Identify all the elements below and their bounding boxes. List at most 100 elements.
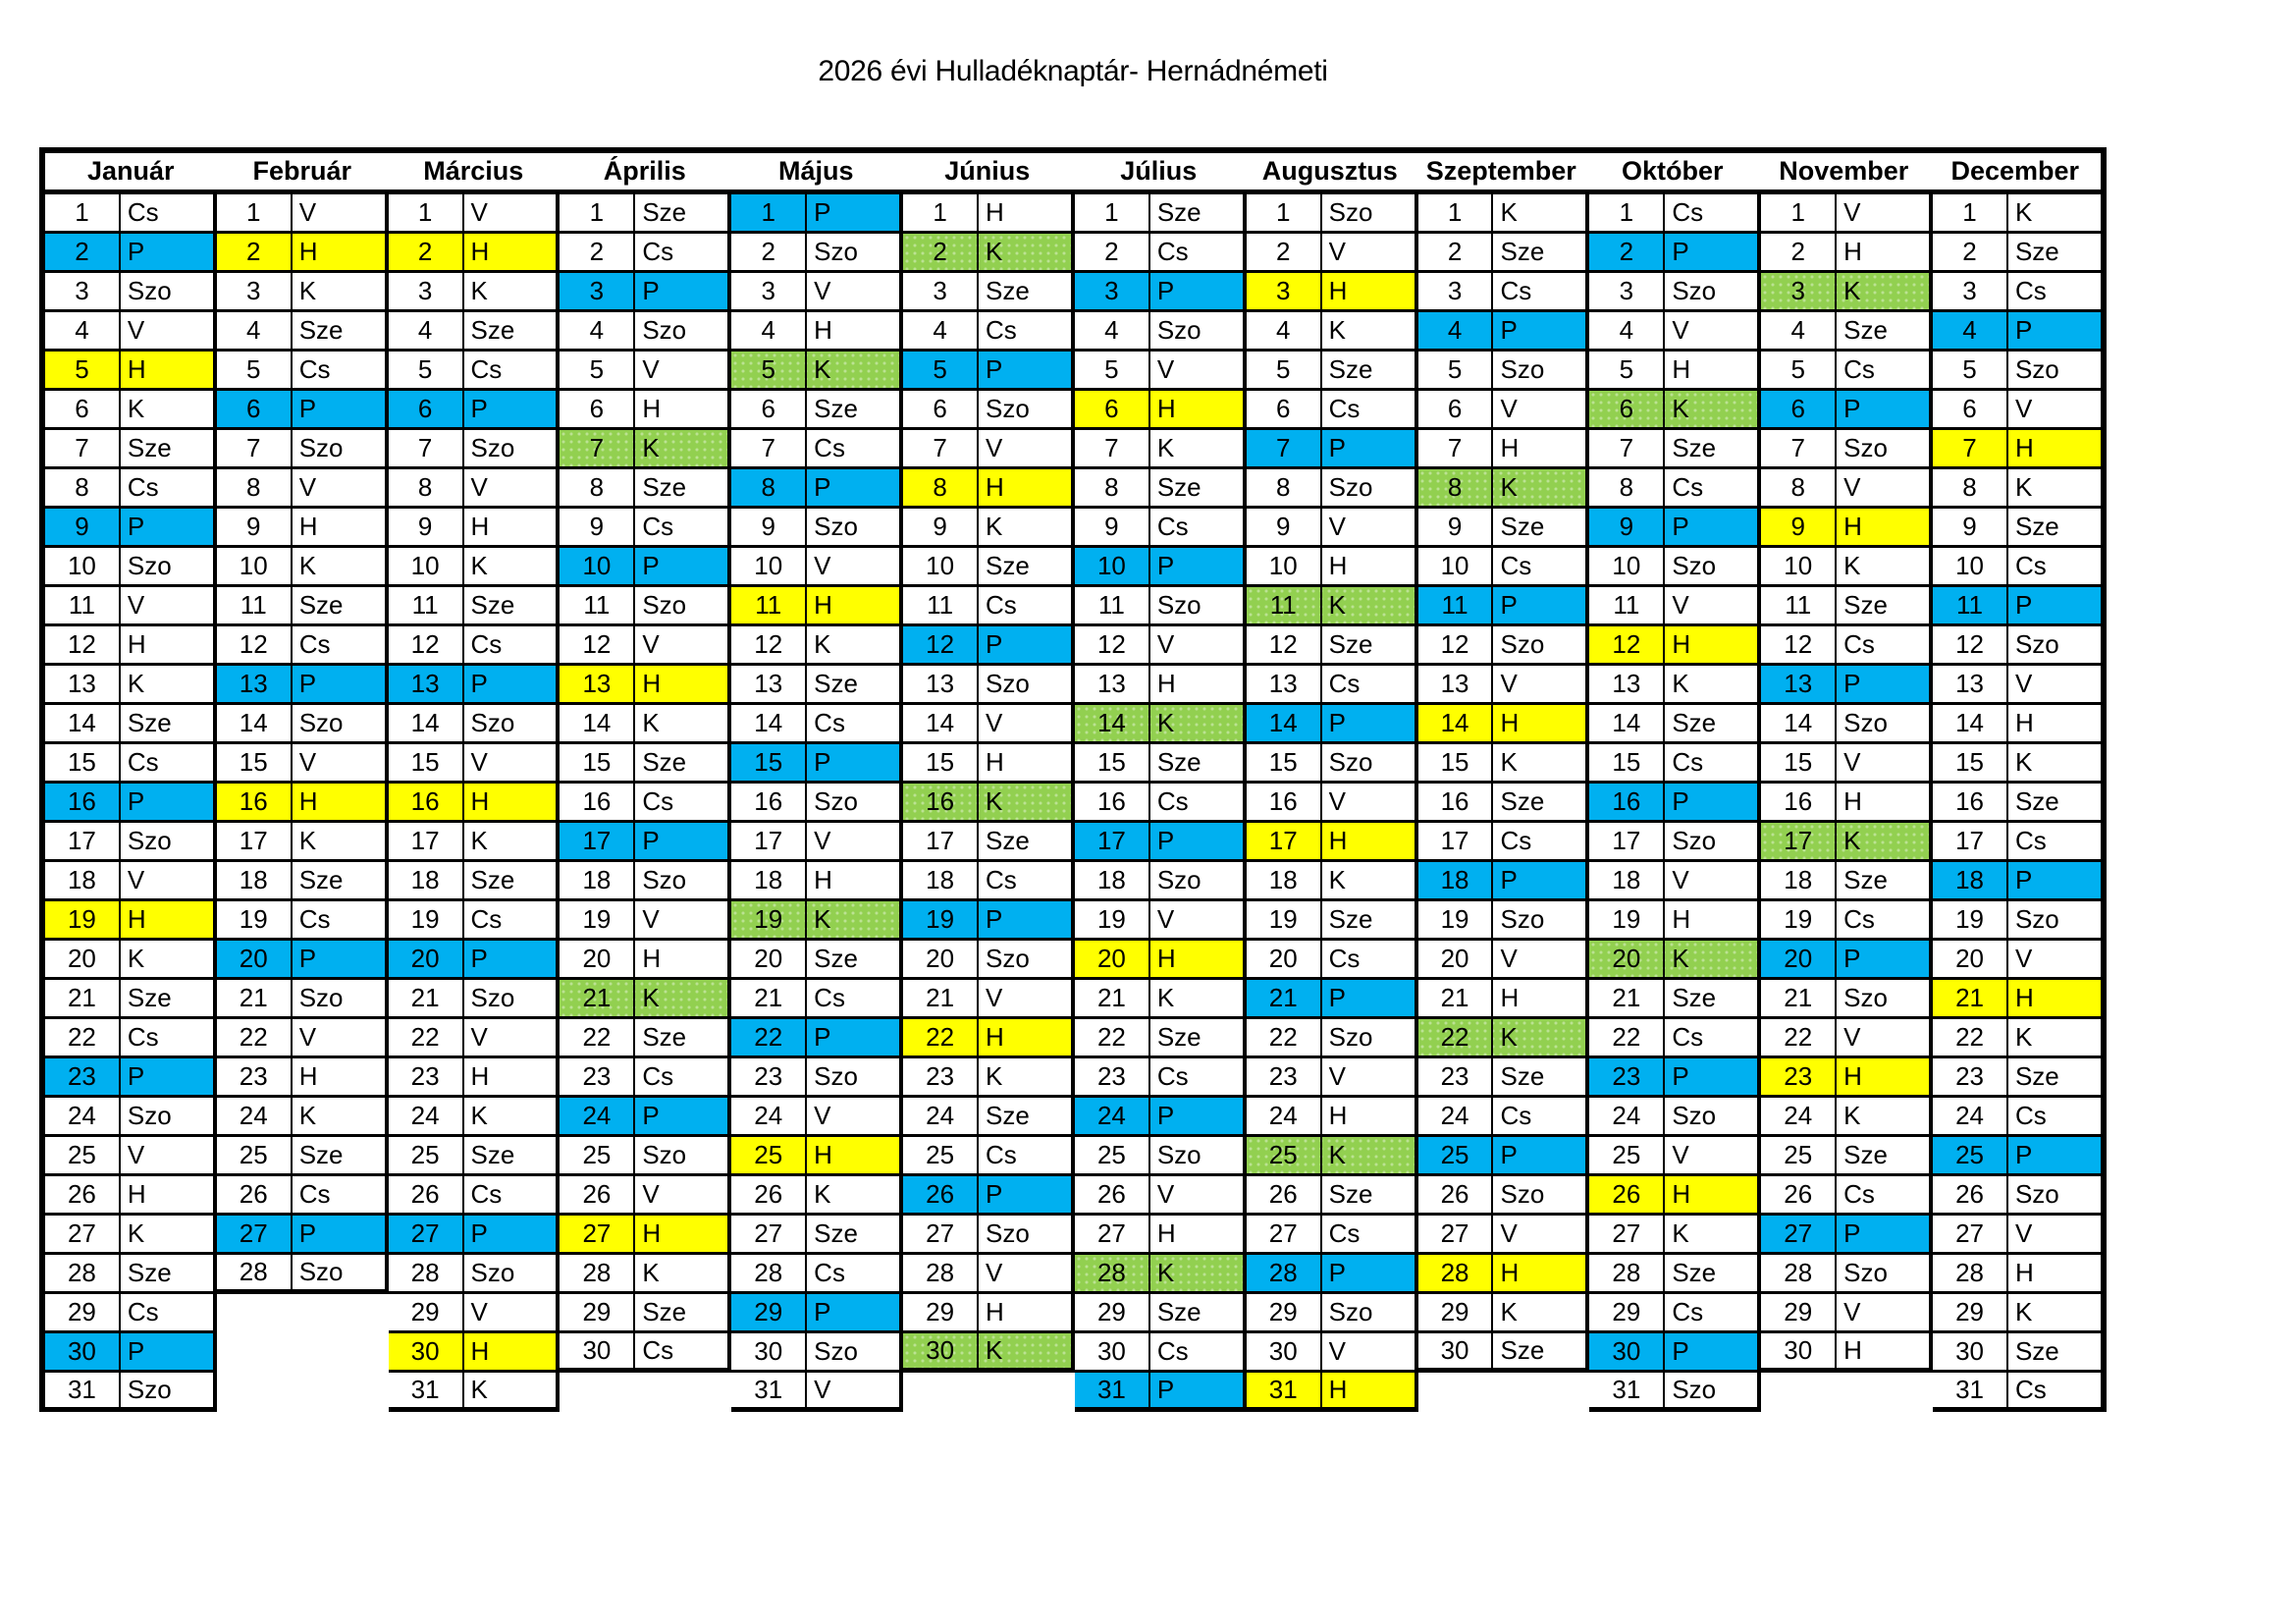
day-abbrev: K [642, 708, 660, 737]
day-cell: 10 Cs [1933, 548, 2101, 587]
day-number: 12 [903, 626, 979, 663]
day-abbrev: K [1156, 983, 1175, 1012]
day-number: 10 [45, 548, 121, 584]
day-abbrev: V [814, 276, 831, 305]
day-cell: 15 V [1761, 744, 1930, 784]
day-cell: 22 V [1761, 1019, 1930, 1058]
day-number: 18 [903, 862, 979, 898]
day-number: 27 [389, 1216, 464, 1252]
day-cell: 21 K [1074, 980, 1243, 1019]
day-abbrev: K [470, 826, 488, 855]
day-cell: 10 Szo [45, 548, 213, 587]
day-number: 11 [1418, 587, 1494, 623]
day-cell: 17 K [216, 823, 385, 862]
day-abbrev: K [470, 1101, 488, 1130]
day-cell: 25 P [1933, 1137, 2101, 1176]
day-abbrev: V [298, 1022, 317, 1052]
day-abbrev: V [1156, 629, 1175, 659]
day-number: 5 [1933, 352, 2008, 388]
day-abbrev: Cs [2014, 1101, 2047, 1130]
day-cell: 17 Szo [45, 823, 213, 862]
day-abbrev: H [642, 944, 662, 973]
day-cell: 19 H [45, 901, 213, 941]
day-abbrev: H [986, 472, 1004, 502]
day-number: 31 [1589, 1373, 1666, 1407]
day-number: 1 [1247, 194, 1322, 231]
day-cell: 18 Sze [388, 862, 557, 901]
day-cell: 31 Szo [1589, 1373, 1758, 1412]
day-cell: 6 Cs [1246, 391, 1415, 430]
day-number: 24 [731, 1098, 808, 1134]
day-number: 16 [1418, 784, 1494, 820]
day-cell: 24 P [1074, 1098, 1243, 1137]
day-number: 14 [1418, 705, 1494, 741]
day-cell: 11 Sze [216, 587, 385, 626]
day-number: 19 [389, 901, 464, 938]
day-abbrev: K [1843, 1101, 1861, 1130]
day-cell: 7 Sze [45, 430, 213, 469]
day-number: 1 [45, 194, 121, 231]
day-abbrev: V [986, 708, 1003, 737]
day-abbrev: V [298, 197, 317, 227]
day-number: 26 [560, 1176, 636, 1213]
day-number: 26 [1589, 1176, 1666, 1213]
day-cell: 11 H [731, 587, 900, 626]
day-abbrev: K [1843, 551, 1861, 580]
day-abbrev: V [470, 1297, 488, 1326]
day-number: 12 [1075, 626, 1150, 663]
day-abbrev: P [127, 1061, 145, 1091]
day-abbrev: Cs [470, 354, 503, 384]
day-number: 25 [731, 1137, 808, 1173]
day-number: 28 [1589, 1255, 1666, 1291]
day-number: 7 [731, 430, 808, 466]
day-number: 27 [903, 1216, 979, 1252]
day-cell: 25 Sze [1761, 1137, 1930, 1176]
day-cell: 15 H [903, 744, 1071, 784]
day-abbrev: K [127, 944, 145, 973]
day-abbrev: V [127, 315, 145, 345]
day-cell: 18 Szo [560, 862, 728, 901]
day-cell: 17 Sze [903, 823, 1071, 862]
day-cell: 16 H [388, 784, 557, 823]
day-cell: 23 Cs [1074, 1058, 1243, 1098]
day-abbrev: Sze [2014, 786, 2059, 816]
day-cell: 17 P [560, 823, 728, 862]
day-abbrev: Szo [986, 944, 1030, 973]
day-number: 5 [1418, 352, 1494, 388]
day-abbrev: V [1843, 1297, 1861, 1326]
day-number: 15 [1247, 744, 1322, 781]
day-abbrev: Sze [2014, 1061, 2059, 1091]
day-cell: 2 Cs [1074, 234, 1243, 273]
day-abbrev: Cs [1328, 1218, 1361, 1248]
day-number: 22 [1247, 1019, 1322, 1056]
day-abbrev: P [814, 747, 831, 777]
day-abbrev: V [1156, 1179, 1175, 1209]
day-abbrev: P [1843, 394, 1861, 423]
day-number: 7 [1589, 430, 1666, 466]
day-cell: 2 Cs [560, 234, 728, 273]
day-cell: 28 H [1933, 1255, 2101, 1294]
day-cell: 12 K [731, 626, 900, 666]
day-abbrev: P [1328, 983, 1346, 1012]
day-cell: 18 Cs [903, 862, 1071, 901]
day-number: 29 [1933, 1294, 2008, 1330]
day-number: 13 [903, 666, 979, 702]
day-abbrev: Cs [1843, 1179, 1875, 1209]
day-cell: 12 V [560, 626, 728, 666]
day-cell: 17 Cs [1933, 823, 2101, 862]
day-abbrev: V [1156, 354, 1175, 384]
day-cell: 18 K [1246, 862, 1415, 901]
day-number: 22 [1589, 1019, 1666, 1056]
day-abbrev: Szo [1500, 1179, 1545, 1209]
day-abbrev: H [814, 590, 832, 620]
